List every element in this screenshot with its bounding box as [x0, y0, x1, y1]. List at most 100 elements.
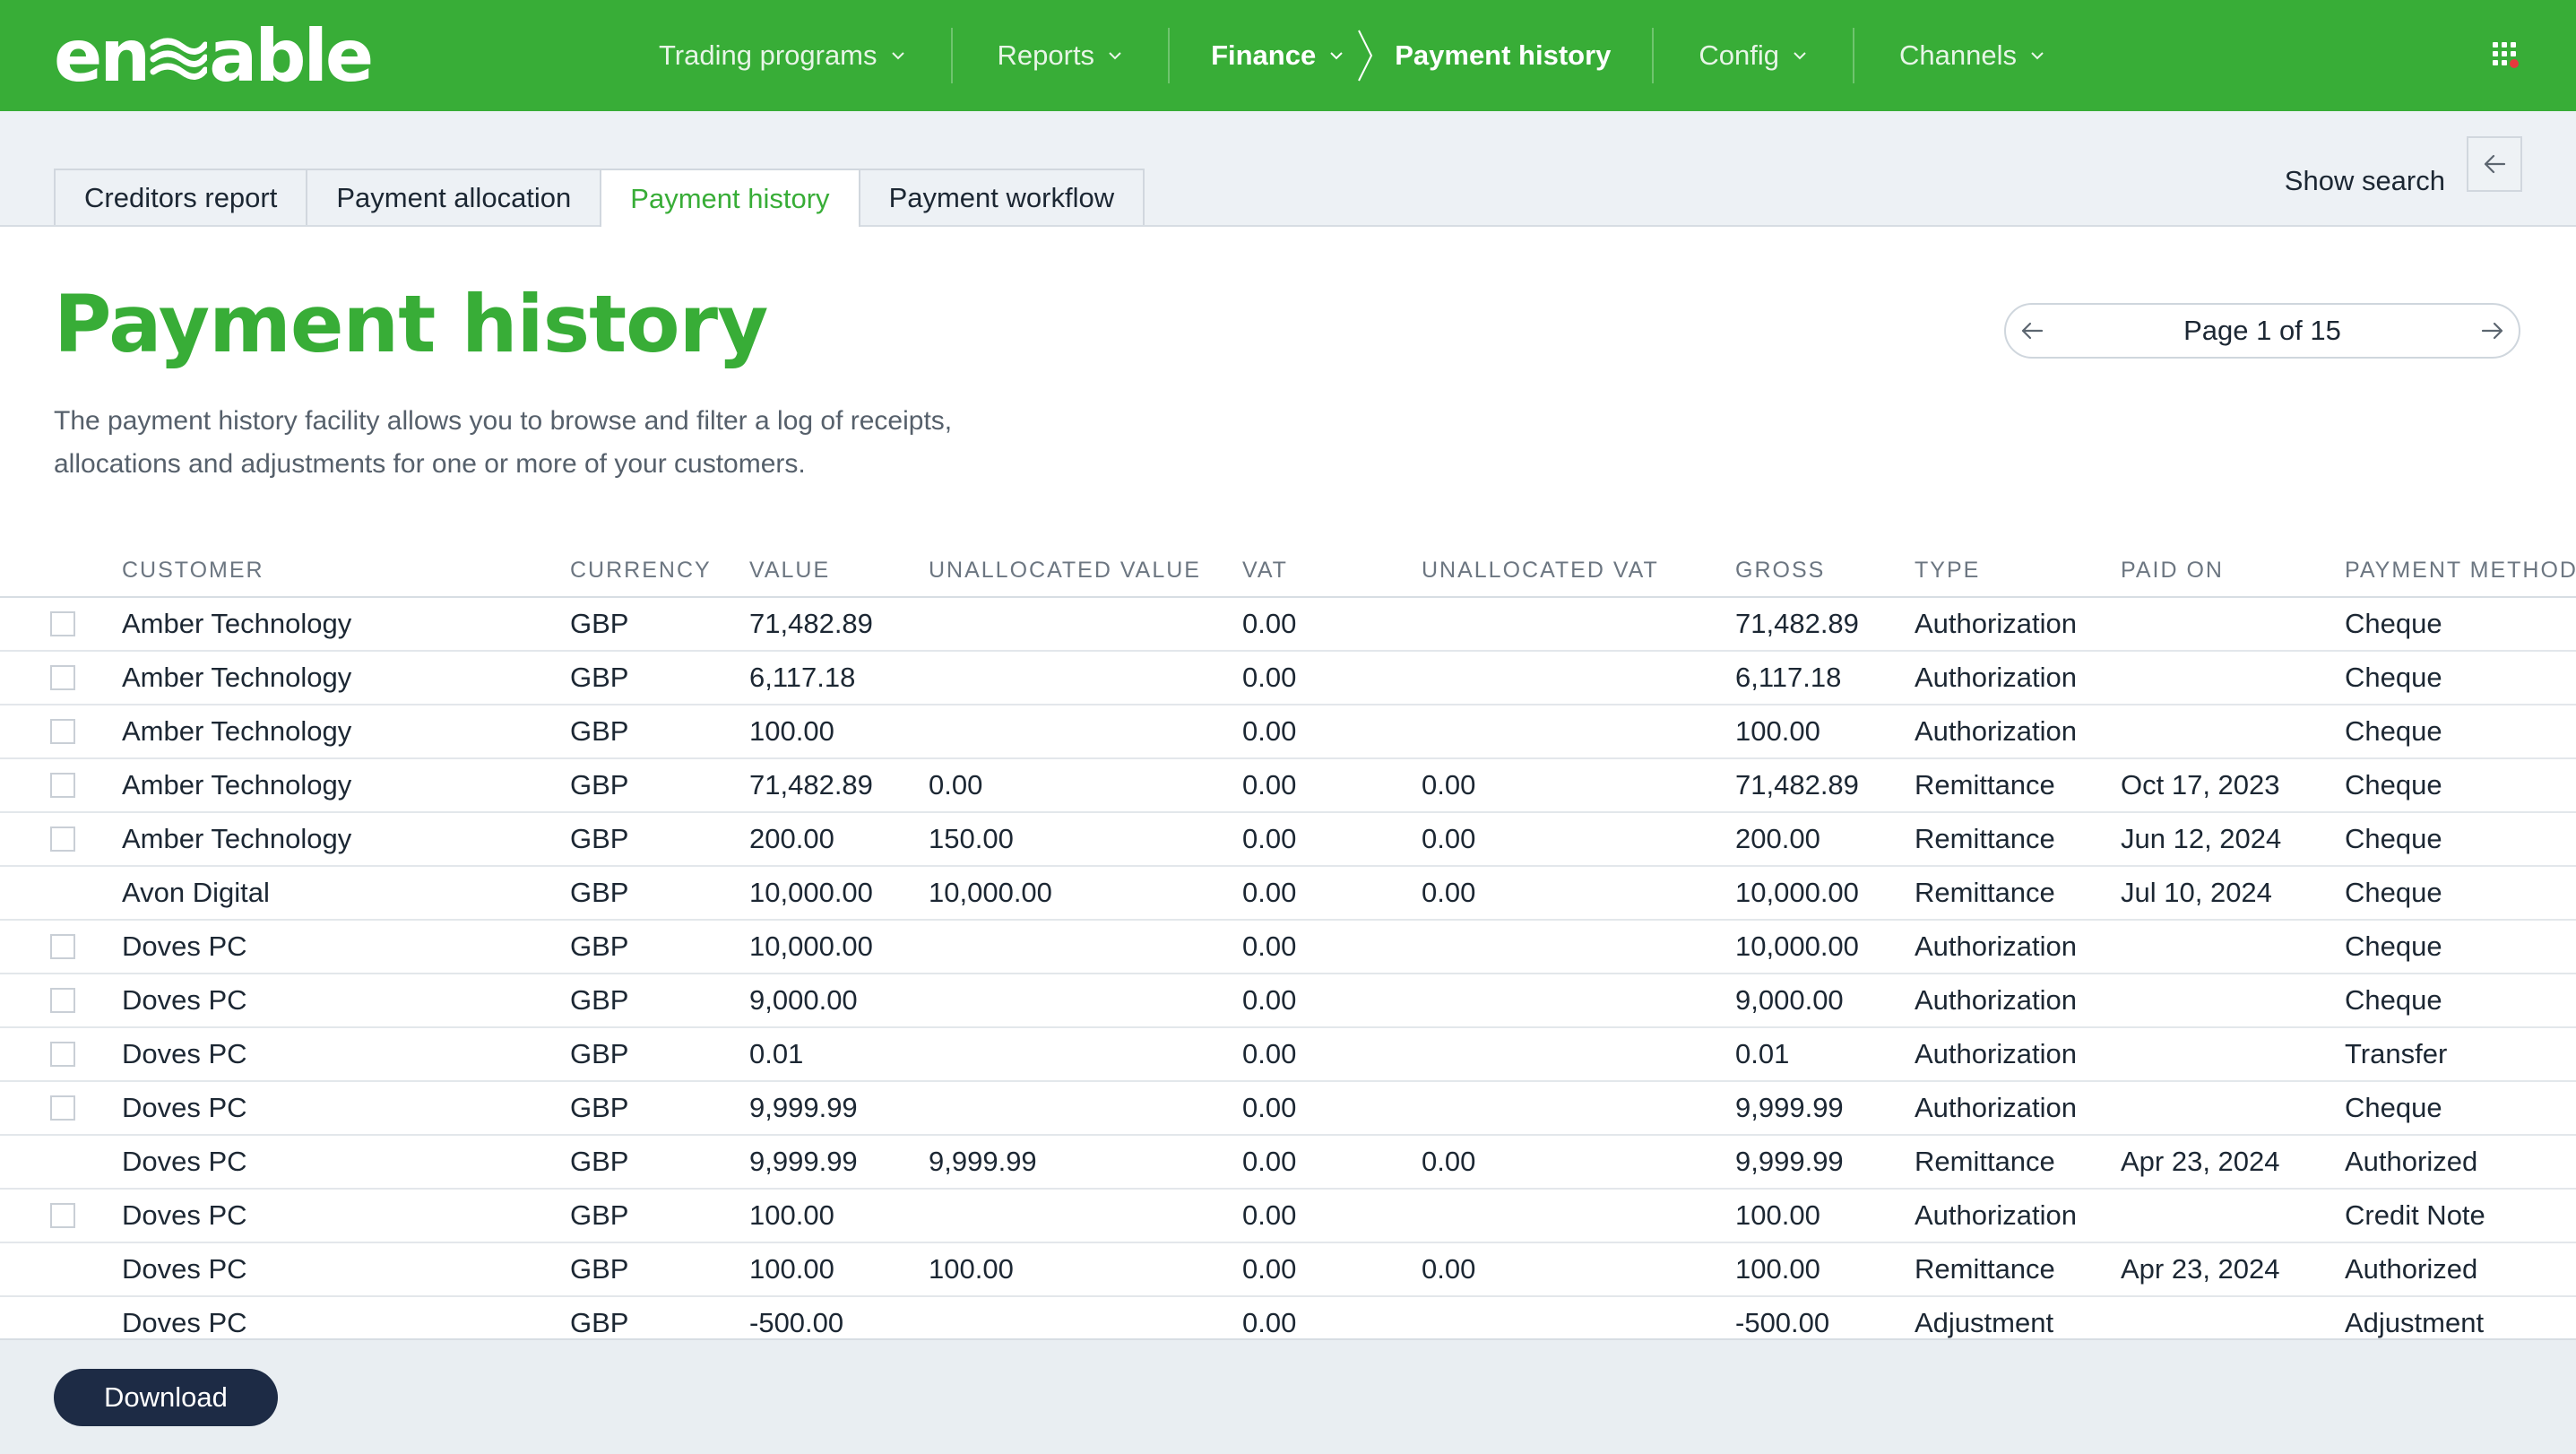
apps-grid-icon[interactable]: [2492, 41, 2520, 70]
row-checkbox[interactable]: [50, 611, 75, 636]
cell-customer: Doves PC: [122, 974, 570, 1028]
column-header-value[interactable]: VALUE: [749, 544, 929, 598]
row-checkbox[interactable]: [50, 665, 75, 690]
cell-paid-on: Oct 17, 2023: [2121, 758, 2345, 813]
cell-currency: GBP: [570, 1189, 749, 1243]
cell-gross: 100.00: [1735, 1242, 1915, 1297]
breadcrumb-current-page[interactable]: Payment history: [1395, 39, 1612, 71]
table-row[interactable]: Doves PC GBP 100.00 0.00 100.00 Authorization…: [0, 1189, 2576, 1243]
cell-gross: 9,999.99: [1735, 1081, 1915, 1136]
cell-customer: Doves PC: [122, 1081, 570, 1136]
table-row[interactable]: Doves PC GBP 9,999.99 9,999.99 0.00 0.00 9,999…: [0, 1135, 2576, 1190]
table-row[interactable]: Amber Technology GBP 6,117.18 0.00 6,117.18 A…: [0, 651, 2576, 705]
table-row[interactable]: Amber Technology GBP 100.00 0.00 100.00 Autho…: [0, 705, 2576, 759]
cell-unallocated-vat: [1422, 651, 1735, 705]
previous-page-button[interactable]: [2006, 305, 2058, 357]
cell-gross: 9,000.00: [1735, 974, 1915, 1028]
cell-unallocated-value: [929, 974, 1242, 1028]
nav-config[interactable]: Config: [1652, 28, 1853, 83]
cell-vat: 0.00: [1242, 705, 1422, 759]
table-row[interactable]: Doves PC GBP 9,999.99 0.00 9,999.99 Authoriza…: [0, 1081, 2576, 1136]
row-checkbox[interactable]: [50, 773, 75, 798]
table-row[interactable]: Doves PC GBP 10,000.00 0.00 10,000.00 Authori…: [0, 920, 2576, 974]
sub-navigation: Creditors report Payment allocation Paym…: [0, 111, 2576, 227]
table-row[interactable]: Doves PC GBP 0.01 0.00 0.01 Authorization Tran…: [0, 1027, 2576, 1082]
tab-payment-history[interactable]: Payment history: [600, 169, 860, 227]
cell-vat: 0.00: [1242, 1027, 1422, 1082]
cell-currency: GBP: [570, 1081, 749, 1136]
table-row[interactable]: Doves PC GBP 9,000.00 0.00 9,000.00 Authoriza…: [0, 974, 2576, 1028]
arrow-right-icon: [2481, 322, 2503, 340]
row-select-cell: [0, 974, 122, 1028]
column-header-currency[interactable]: CURRENCY: [570, 544, 749, 598]
column-header-customer[interactable]: CUSTOMER: [122, 544, 570, 598]
cell-type: Authorization: [1915, 705, 2121, 759]
select-column-header: [0, 544, 122, 598]
nav-channels[interactable]: Channels: [1853, 28, 2090, 83]
cell-currency: GBP: [570, 1135, 749, 1190]
table-header-row: CUSTOMER CURRENCY VALUE UNALLOCATED VALUE VA…: [0, 544, 2576, 598]
nav-finance-label: Finance: [1211, 39, 1317, 71]
column-header-unallocated-vat[interactable]: UNALLOCATED VAT: [1422, 544, 1735, 598]
column-header-vat[interactable]: VAT: [1242, 544, 1422, 598]
chevron-down-icon: [1794, 52, 1806, 60]
cell-unallocated-vat: [1422, 920, 1735, 974]
cell-currency: GBP: [570, 812, 749, 867]
cell-payment-method: Authorized: [2345, 1242, 2576, 1297]
column-header-unallocated-value[interactable]: UNALLOCATED VALUE: [929, 544, 1242, 598]
row-checkbox[interactable]: [50, 1042, 75, 1067]
search-toggle-button[interactable]: [2467, 136, 2522, 192]
row-select-cell: [0, 1027, 122, 1082]
tab-payment-allocation[interactable]: Payment allocation: [306, 169, 602, 225]
cell-customer: Amber Technology: [122, 758, 570, 813]
tab-payment-workflow[interactable]: Payment workflow: [858, 169, 1145, 225]
cell-customer: Doves PC: [122, 1242, 570, 1297]
download-button[interactable]: Download: [54, 1369, 278, 1426]
cell-type: Remittance: [1915, 1242, 2121, 1297]
row-checkbox[interactable]: [50, 719, 75, 744]
column-header-paid-on[interactable]: PAID ON: [2121, 544, 2345, 598]
nav-finance-breadcrumb: Finance Payment history: [1168, 28, 1652, 83]
cell-type: Authorization: [1915, 920, 2121, 974]
enable-logo[interactable]: en able: [54, 13, 374, 98]
cell-payment-method: Credit Note: [2345, 1189, 2576, 1243]
row-checkbox[interactable]: [50, 1095, 75, 1121]
cell-currency: GBP: [570, 705, 749, 759]
cell-value: 71,482.89: [749, 597, 929, 652]
table-row[interactable]: Doves PC GBP 100.00 100.00 0.00 0.00 100.00 Rem…: [0, 1242, 2576, 1297]
row-checkbox[interactable]: [50, 827, 75, 852]
cell-vat: 0.00: [1242, 1135, 1422, 1190]
table-row[interactable]: Amber Technology GBP 200.00 150.00 0.00 0.00 2…: [0, 812, 2576, 867]
table-row[interactable]: Amber Technology GBP 71,482.89 0.00 71,482.8…: [0, 597, 2576, 652]
column-header-type[interactable]: TYPE: [1915, 544, 2121, 598]
cell-unallocated-value: [929, 920, 1242, 974]
cell-customer: Doves PC: [122, 1189, 570, 1243]
next-page-button[interactable]: [2467, 305, 2519, 357]
row-select-cell: [0, 651, 122, 705]
nav-trading-programs[interactable]: Trading programs: [632, 28, 951, 83]
cell-gross: 71,482.89: [1735, 597, 1915, 652]
cell-unallocated-value: [929, 705, 1242, 759]
row-checkbox[interactable]: [50, 988, 75, 1013]
cell-gross: 71,482.89: [1735, 758, 1915, 813]
cell-payment-method: Cheque: [2345, 651, 2576, 705]
nav-trading-programs-label: Trading programs: [659, 39, 877, 71]
column-header-payment-method[interactable]: PAYMENT METHOD: [2345, 544, 2576, 598]
cell-type: Remittance: [1915, 1135, 2121, 1190]
cell-vat: 0.00: [1242, 1189, 1422, 1243]
show-search-link[interactable]: Show search: [2284, 165, 2445, 196]
cell-value: 10,000.00: [749, 866, 929, 921]
cell-currency: GBP: [570, 651, 749, 705]
row-checkbox[interactable]: [50, 1203, 75, 1228]
column-header-gross[interactable]: GROSS: [1735, 544, 1915, 598]
table-row[interactable]: Amber Technology GBP 71,482.89 0.00 0.00 0.00…: [0, 758, 2576, 813]
table-row[interactable]: Doves PC GBP -500.00 0.00 -500.00 Adjustment A…: [0, 1296, 2576, 1338]
cell-customer: Doves PC: [122, 1296, 570, 1338]
row-checkbox[interactable]: [50, 934, 75, 959]
table-row[interactable]: Avon Digital GBP 10,000.00 10,000.00 0.00 0.0…: [0, 866, 2576, 921]
nav-finance[interactable]: Finance: [1211, 28, 1344, 83]
page-title: Payment history: [54, 278, 768, 370]
tab-creditors-report[interactable]: Creditors report: [54, 169, 308, 225]
nav-reports[interactable]: Reports: [950, 28, 1169, 83]
arrow-left-icon: [2484, 154, 2506, 174]
